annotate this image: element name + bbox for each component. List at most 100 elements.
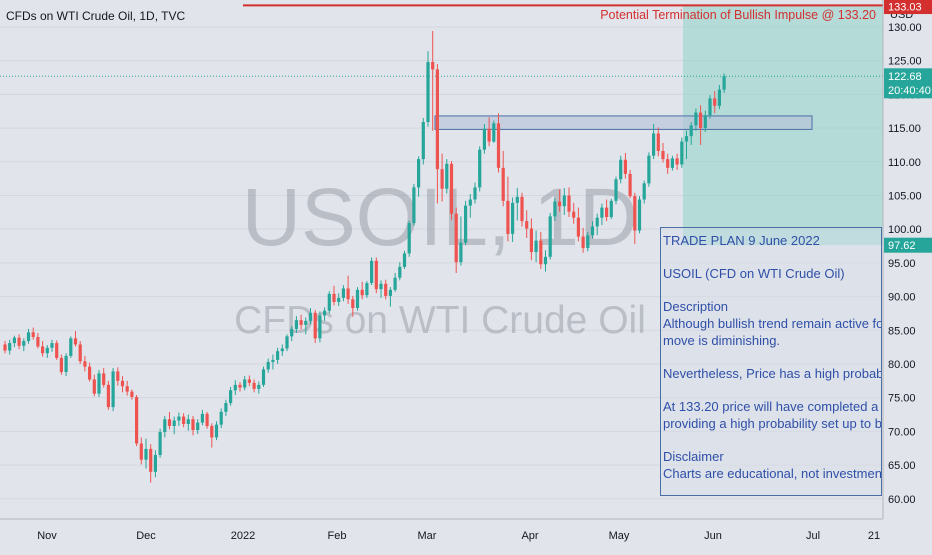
price-tag-countdown: 20:40:40 bbox=[888, 85, 931, 97]
x-tick-label: Nov bbox=[37, 530, 57, 542]
candle-body bbox=[243, 379, 247, 388]
candle-body bbox=[478, 149, 482, 188]
candle-body bbox=[600, 207, 604, 218]
candle-body bbox=[125, 386, 129, 392]
candle-body bbox=[553, 201, 557, 217]
price-tag-value: 122.68 bbox=[888, 71, 922, 83]
candle-body bbox=[238, 384, 242, 388]
x-tick-label: 2022 bbox=[231, 530, 255, 542]
candle-body bbox=[252, 382, 256, 389]
candle-body bbox=[308, 312, 313, 321]
x-tick-label: Dec bbox=[136, 530, 156, 542]
x-tick-label: Mar bbox=[418, 530, 437, 542]
chart-title: CFDs on WTI Crude Oil, 1D, TVC bbox=[6, 9, 186, 23]
candle-body bbox=[247, 379, 251, 383]
price-tag-value: 97.62 bbox=[888, 240, 916, 252]
y-tick-label: 110.00 bbox=[888, 157, 921, 169]
trade-plan-paragraph-3-line-1: At 133.20 price will have completed a 5-… bbox=[663, 399, 882, 414]
y-tick-label: 65.00 bbox=[888, 460, 916, 472]
candle-body bbox=[351, 299, 355, 309]
candle-body bbox=[384, 283, 388, 296]
candle-body bbox=[83, 361, 87, 367]
candle-body bbox=[529, 228, 533, 253]
candle-body bbox=[647, 155, 651, 184]
trade-plan-paragraph-2: Nevertheless, Price has a high probabili… bbox=[663, 366, 882, 381]
y-tick-label: 90.00 bbox=[888, 292, 916, 304]
candle-body bbox=[205, 413, 209, 426]
candle-body bbox=[346, 288, 350, 300]
y-tick-label: 95.00 bbox=[888, 258, 916, 270]
candle-body bbox=[55, 343, 59, 358]
candle-body bbox=[520, 196, 524, 222]
candle-body bbox=[572, 211, 576, 218]
candle-body bbox=[449, 163, 454, 214]
target-annotation: Potential Termination of Bullish Impulse… bbox=[600, 8, 876, 22]
x-tick-label: Jun bbox=[704, 530, 722, 542]
price-tag bbox=[884, 237, 932, 253]
trade-plan-description-heading: Description bbox=[663, 299, 729, 314]
candle-body bbox=[153, 454, 157, 472]
candle-body bbox=[539, 240, 543, 265]
x-tick-label: May bbox=[609, 530, 630, 542]
candle-body bbox=[496, 123, 501, 168]
candle-body bbox=[318, 315, 322, 339]
candle-body bbox=[31, 332, 35, 338]
candle-body bbox=[116, 371, 120, 381]
candle-body bbox=[699, 112, 703, 129]
trade-plan-description-line-1: Although bullish trend remain active for… bbox=[663, 316, 882, 331]
candle-body bbox=[323, 310, 327, 316]
candle-body bbox=[59, 357, 63, 373]
candle-body bbox=[50, 343, 54, 348]
candle-body bbox=[285, 336, 289, 349]
candle-body bbox=[675, 158, 679, 165]
candle-body bbox=[304, 320, 308, 325]
candle-body bbox=[266, 361, 270, 370]
candle-body bbox=[149, 448, 153, 472]
candle-body bbox=[595, 217, 599, 227]
candle-body bbox=[88, 366, 92, 380]
candle-body bbox=[586, 235, 590, 249]
candle-body bbox=[106, 384, 110, 408]
candle-body bbox=[271, 359, 275, 362]
candle-body bbox=[12, 337, 16, 344]
y-tick-label: 70.00 bbox=[888, 426, 916, 438]
candle-body bbox=[670, 158, 674, 168]
trade-plan-disclaimer-text: Charts are educational, not investment r… bbox=[663, 466, 882, 481]
candle-body bbox=[511, 202, 515, 234]
candle-body bbox=[261, 369, 266, 385]
candle-body bbox=[41, 346, 45, 354]
candle-body bbox=[652, 133, 656, 156]
candle-body bbox=[135, 397, 139, 444]
candle-body bbox=[73, 338, 78, 345]
candle-body bbox=[722, 76, 726, 90]
candle-body bbox=[473, 187, 477, 200]
candle-body bbox=[708, 98, 712, 116]
candle-body bbox=[506, 200, 510, 234]
candle-body bbox=[374, 260, 378, 290]
candle-body bbox=[623, 159, 627, 174]
x-tick-label: 21 bbox=[868, 530, 880, 542]
candle-body bbox=[45, 347, 49, 354]
y-tick-label: 125.00 bbox=[888, 56, 922, 68]
candle-body bbox=[163, 419, 167, 433]
candle-body bbox=[464, 205, 468, 243]
candle-body bbox=[64, 355, 68, 373]
candle-body bbox=[196, 422, 200, 431]
watermark-name: CFDs on WTI Crude Oil bbox=[234, 299, 646, 342]
candle-body bbox=[590, 226, 595, 236]
y-tick-label: 85.00 bbox=[888, 325, 916, 337]
candle-body bbox=[619, 159, 623, 180]
candle-body bbox=[689, 125, 693, 137]
candle-body bbox=[388, 289, 392, 296]
candle-body bbox=[120, 380, 125, 387]
candle-body bbox=[393, 277, 397, 290]
candle-body bbox=[487, 128, 491, 142]
candle-body bbox=[290, 328, 294, 337]
candle-body bbox=[92, 379, 96, 394]
candle-body bbox=[440, 169, 444, 189]
y-tick-label: 115.00 bbox=[888, 123, 921, 135]
candle-body bbox=[233, 384, 237, 391]
trade-plan-instrument: USOIL (CFD on WTI Crude Oil) bbox=[663, 266, 845, 281]
